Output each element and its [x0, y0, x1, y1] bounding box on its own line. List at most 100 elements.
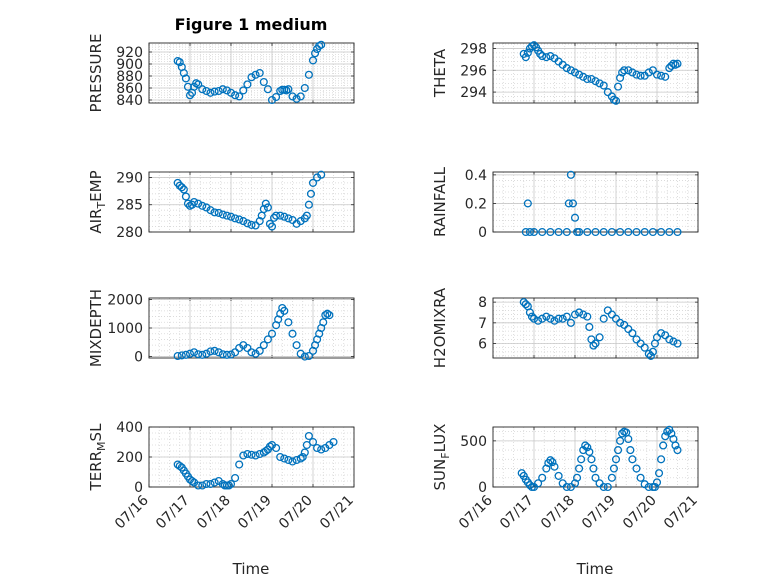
panel-8-data-point: [572, 473, 582, 482]
panel-6-y-tick-label: 6: [478, 337, 487, 353]
panel-3-data-point: [177, 183, 186, 192]
panel-6-data-point: [542, 312, 551, 321]
panel-7-data-point: [202, 479, 211, 489]
panel-8-x-tick-label: 07/16: [456, 492, 496, 532]
panel-6-data-point: [562, 312, 571, 321]
panel-8-data-point: [611, 455, 621, 464]
panel-6-data-point: [603, 306, 612, 315]
panel-7-data-point: [288, 457, 297, 466]
panel-1-data-point: [226, 88, 236, 97]
panel-2-data-point: [644, 68, 653, 77]
panel-7-x-tick-label: 07/20: [276, 493, 316, 533]
panel-3-data-point: [210, 208, 219, 217]
panel-8-data-point: [609, 464, 618, 473]
panel-6-data-point: [673, 339, 682, 348]
panel-4-data-point: [575, 227, 584, 237]
panel-7-data-point: [235, 460, 244, 469]
panel-3-data-point: [247, 220, 256, 229]
panel-7-data-point: [304, 431, 313, 441]
panel-1-data-point: [304, 70, 313, 79]
panel-7-data-point: [175, 461, 184, 471]
panel-6-data-point: [648, 347, 657, 356]
panel-5-y-tick-label: 1000: [107, 321, 143, 337]
panel-3-y-tick-label: 285: [116, 198, 143, 214]
panel-8-x-tick-label: 07/18: [538, 493, 578, 533]
panel-6-data-point: [628, 329, 637, 338]
panel-8-data-point: [554, 471, 563, 480]
panel-8-data-point: [550, 462, 559, 471]
panel-5-y-tick-label: 2000: [107, 292, 143, 308]
panel-8-data-point: [628, 455, 637, 464]
panel-8-y-axis-label: SUNFLUX: [431, 424, 452, 491]
panel-1-data-point: [263, 85, 272, 94]
panel-6-data-point: [616, 318, 625, 327]
panel-7-data-point: [231, 473, 240, 483]
panel-2-data-point: [595, 79, 604, 88]
panel-6-data-point: [589, 341, 598, 350]
panel-8-data-point: [581, 441, 590, 450]
panel-3-data-point: [304, 200, 313, 209]
panel-8-data-point: [575, 464, 584, 473]
panel-7-data-point: [255, 449, 264, 459]
panel-4-data-point: [538, 227, 547, 237]
panel-8-data-point: [657, 455, 666, 464]
panel-2-data-point: [562, 64, 571, 73]
panel-5-data-point: [263, 335, 272, 344]
panel-5-data-point: [323, 309, 332, 318]
panel-8-data-point: [652, 478, 662, 487]
panel-6-data-point: [620, 320, 629, 329]
panel-1-data-point: [235, 92, 244, 101]
panel-7-x-tick-label: 07/17: [153, 493, 193, 533]
panel-3-data-point: [259, 205, 268, 214]
panel-3-data-point: [179, 185, 188, 194]
panel-5-data-point: [214, 348, 223, 357]
panel-5-data-point: [226, 350, 236, 359]
panel-2-data-point: [523, 48, 532, 57]
panel-3-y-tick-label: 280: [116, 225, 143, 241]
panel-3-data-point: [255, 217, 264, 226]
panel-6-data-point: [570, 310, 580, 319]
panel-3-data-point: [263, 203, 272, 212]
panel-7-data-point: [210, 478, 219, 487]
panel-4-data-point: [568, 199, 577, 208]
panel-6-data-point: [599, 314, 608, 323]
panel-5-data-point: [198, 350, 207, 359]
panel-8-data-point: [534, 479, 543, 488]
panel-4-data-point: [562, 227, 571, 237]
panel-5-data-point: [243, 343, 252, 353]
panel-6-data-point: [554, 314, 563, 323]
panel-8-data-point: [577, 455, 586, 464]
panel-4-data-point: [657, 227, 666, 237]
panel-1-data-point: [222, 86, 231, 95]
panel-1-data-point: [194, 80, 203, 89]
panel-4-data-point: [607, 227, 616, 237]
panel-4-data-point: [673, 227, 682, 237]
panel-6-y-tick-label: 8: [478, 295, 487, 311]
panel-2-data-point: [591, 77, 600, 86]
panel-6-data-point: [538, 314, 547, 323]
panel-1-data-point: [300, 83, 309, 93]
panel-5-data-point: [231, 348, 240, 357]
panel-7-x-tick-label: 07/16: [112, 492, 152, 532]
panel-2-data-point: [575, 70, 584, 79]
panel-6-data-point: [636, 339, 645, 348]
panel-6-data-point: [591, 339, 600, 348]
panel-1-data-point: [317, 40, 326, 49]
panel-2-data-point: [538, 52, 547, 61]
panel-4-data-point: [640, 227, 649, 237]
panel-7-data-point: [188, 476, 197, 486]
panel-4-data-point: [546, 227, 555, 237]
panel-5-data-point: [304, 351, 313, 361]
panel-6-data-point: [519, 298, 528, 307]
panel-4-data-point: [616, 227, 625, 237]
panel-2-data-point: [611, 96, 621, 105]
panel-7-data-point: [247, 450, 256, 459]
panel-5-data-point: [177, 351, 186, 360]
panel-2-data-point: [657, 71, 666, 80]
panel-2-data-point: [624, 66, 633, 75]
panel-6-data-point: [657, 329, 666, 338]
panel-3-data-point: [181, 192, 190, 201]
panel-1-data-point: [175, 58, 184, 67]
panel-1-data-point: [239, 86, 248, 95]
panel-6-data-point: [644, 349, 653, 358]
